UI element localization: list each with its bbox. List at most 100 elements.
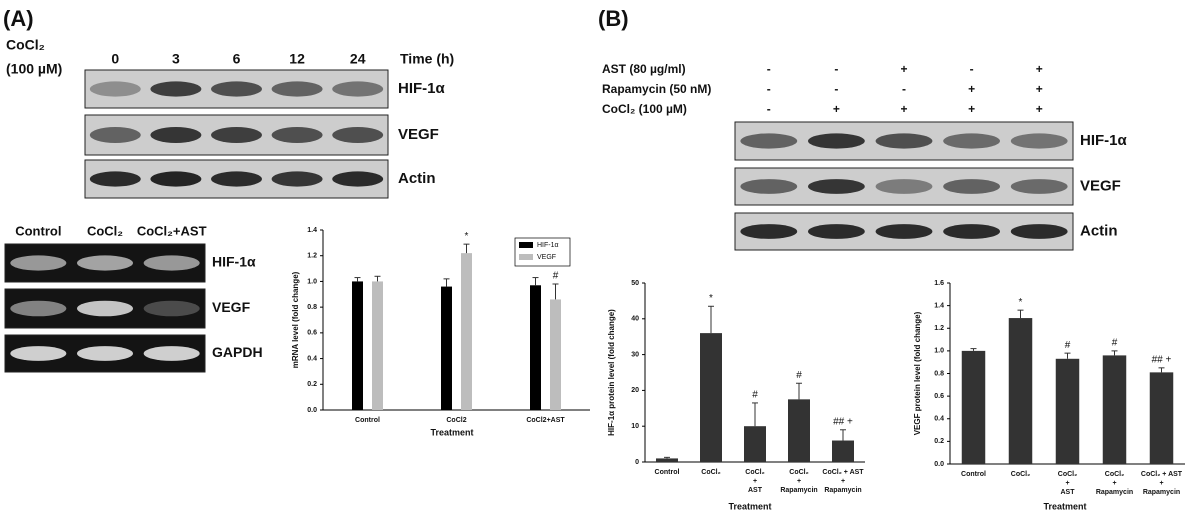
blot-band [332,171,384,187]
label: - [767,62,771,76]
y-tick-label: 40 [631,316,639,323]
annotation: ## + [833,416,853,427]
blot-band [1010,224,1068,239]
label: + [968,102,975,116]
blot-band [740,224,798,239]
x-tick-label-line: AST [1061,489,1076,496]
x-axis-title: Treatment [728,501,771,511]
label: Time (h) [400,51,454,67]
y-tick-label: 1.4 [307,227,317,234]
blot-band [808,179,865,194]
y-tick-label: 20 [631,387,639,394]
blot-band [1010,133,1068,149]
annotation: * [465,231,469,242]
label: - [834,82,838,96]
blot-band [77,255,133,271]
y-tick-label: 1.0 [307,278,317,285]
y-tick-label: 0.2 [934,438,944,445]
label: (A) [3,6,34,31]
x-tick-label-line: + [1065,480,1069,487]
y-tick-label: 1.2 [934,325,944,332]
x-tick-label-line: CoCl₂ [1058,471,1077,478]
bar [788,399,810,462]
blot-band [150,127,202,143]
x-tick-label-line: Control [355,417,380,424]
legend-swatch [519,254,533,260]
blot-band [740,133,798,149]
x-tick-label: Control [961,471,986,478]
x-tick-label: CoCl₂ [1011,471,1030,478]
x-tick-label: CoCl₂ + AST + Rapamycin [822,469,864,494]
blot-band [875,179,933,194]
label: - [767,82,771,96]
blot-band [1010,179,1068,194]
blot-band [143,255,200,271]
x-tick-label-line: CoCl₂ + AST [1141,471,1183,478]
label: + [1036,82,1043,96]
annotation: ## + [1152,354,1172,365]
y-tick-label: 0.2 [307,381,317,388]
label: CoCl₂ (100 µM) [602,102,687,116]
label: GAPDH [212,344,263,360]
y-axis-title: VEGF protein level (fold change) [913,311,922,435]
bar [372,281,383,410]
y-tick-label: 0.6 [307,330,317,337]
annotation: * [1019,297,1023,308]
x-tick-label-line: CoCl2 [446,417,466,424]
x-tick-label-line: CoCl₂ [789,469,808,476]
x-tick-label-line: CoCl₂ [1011,471,1030,478]
y-axis-title: mRNA level (fold change) [291,271,300,368]
blot-band [150,81,202,97]
annotation: # [1065,340,1071,351]
label: + [900,102,907,116]
bar [1008,318,1033,464]
x-tick-label-line: AST [748,487,763,494]
x-tick-label: CoCl₂ [701,469,720,476]
y-tick-label: 0.4 [307,355,317,362]
x-tick-label-line: CoCl2+AST [526,417,565,424]
blot-band [943,224,1000,239]
y-tick-label: 30 [631,351,639,358]
blot-band [77,300,133,317]
x-tick-label-line: CoCl₂ [701,469,720,476]
bar [530,285,541,410]
label: CoCl₂ [87,223,123,238]
x-tick-label: Control [355,417,380,424]
y-tick-label: 1.6 [934,280,944,287]
x-tick-label: CoCl₂ + AST [745,469,764,494]
blot-band [332,127,384,143]
annotation: # [796,370,802,381]
legend-label: HIF-1α [537,242,559,249]
y-tick-label: 50 [631,280,639,287]
x-tick-label-line: CoCl₂ [745,469,764,476]
x-axis-title: Treatment [1043,501,1086,511]
y-tick-label: 1.0 [934,348,944,355]
label: HIF-1α [212,254,256,270]
blot-band [150,171,202,187]
bar [656,458,678,462]
label: + [900,62,907,76]
label: 3 [172,51,180,67]
blot-band [875,133,933,149]
blot-band [211,81,262,97]
y-tick-label: 10 [631,423,639,430]
x-tick-label: CoCl₂ + AST [1058,471,1077,496]
label: + [968,82,975,96]
blot-band [808,224,865,239]
label: AST (80 µg/ml) [602,62,686,76]
y-tick-label: 0.8 [307,304,317,311]
label: CoCl₂ [6,37,45,53]
x-tick-label-line: Rapamycin [1143,489,1180,496]
legend-swatch [519,242,533,248]
bar [550,299,561,410]
bar [832,440,854,462]
label: + [1036,62,1043,76]
label: VEGF [212,299,251,315]
label: 0 [111,51,119,67]
x-tick-label-line: Rapamycin [824,487,861,494]
legend-label: VEGF [537,254,556,261]
label: Actin [1080,222,1118,239]
blot-band [89,127,141,143]
x-tick-label-line: + [753,478,757,485]
